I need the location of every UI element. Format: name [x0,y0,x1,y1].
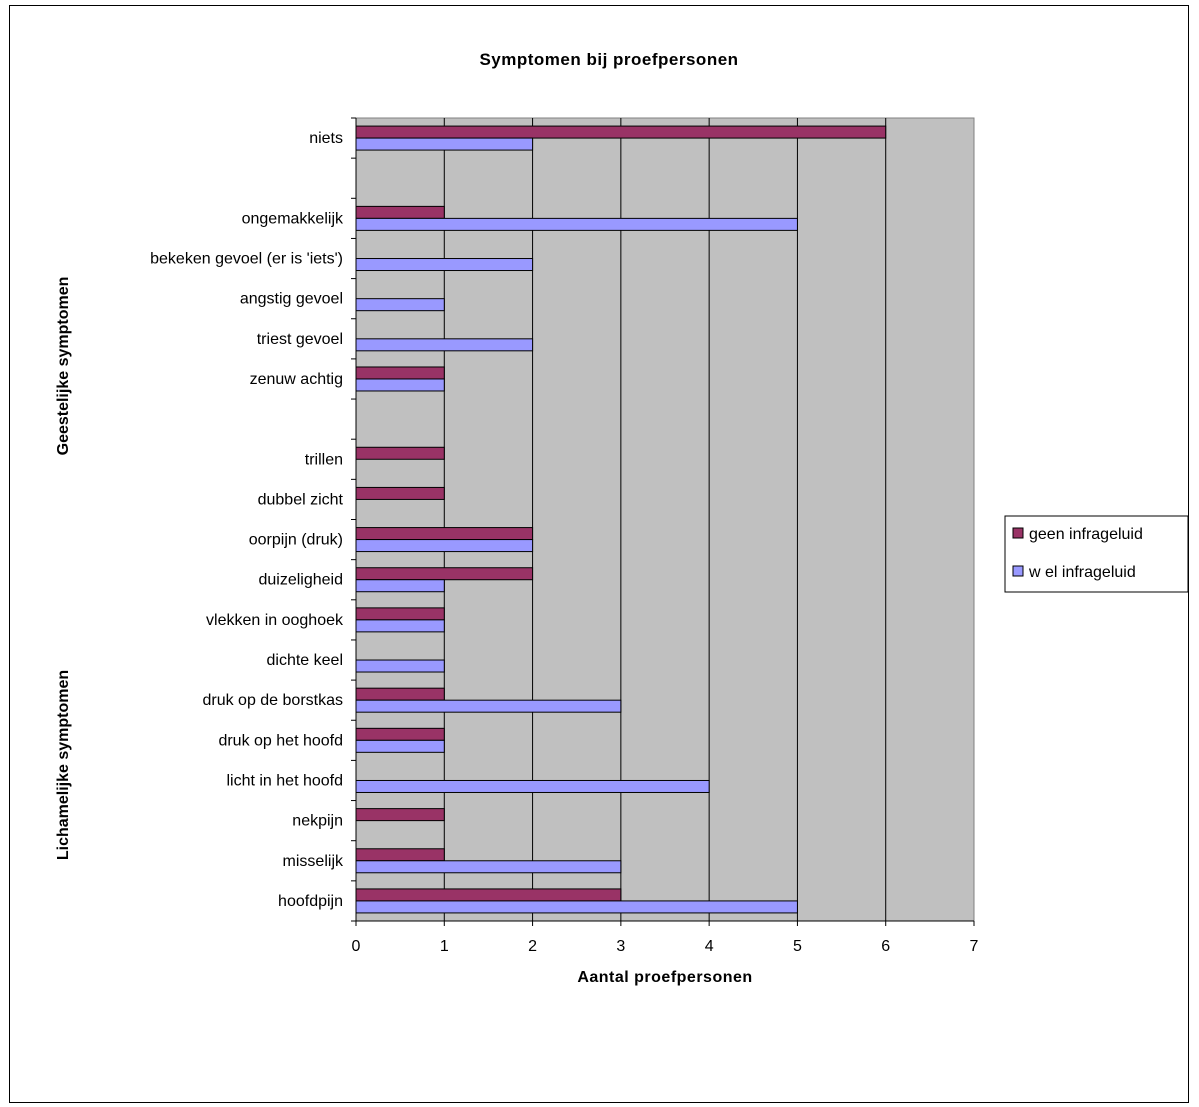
plot-area [355,117,975,922]
bar-wel-3 [355,258,534,272]
category-label: trillen [305,451,343,468]
bar-geen-0 [355,125,887,139]
x-tick-labels: 0 1 2 3 4 5 6 7 [352,938,979,955]
x-tick-label-3: 3 [616,938,625,955]
bar-wel-18 [355,860,622,874]
chart-frame: Symptomen bij proefpersonen niets ongemak… [9,5,1189,1103]
bar-wel-6 [355,378,445,392]
bar-wel-4 [355,298,445,312]
bar-geen-17 [355,808,445,822]
bar-geen-2 [355,205,445,219]
legend-label-geen: geen infrageluid [1029,526,1143,543]
bar-geen-18 [355,848,445,862]
bar-wel-0 [355,137,534,151]
category-label: zenuw achtig [250,371,343,388]
bar-geen-14 [355,687,445,701]
axes [351,117,975,926]
x-tick-label-6: 6 [881,938,890,955]
category-label: angstig gevoel [240,291,343,308]
x-axis-title: Aantal proefpersonen [577,969,752,986]
legend-box [1004,515,1189,593]
category-label: ongemakkelijk [242,210,344,227]
x-tick-label-7: 7 [970,938,979,955]
category-label: dubbel zicht [258,491,344,508]
bar-geen-6 [355,366,445,380]
category-label: triest gevoel [257,331,343,348]
legend-swatch-wel [1012,565,1024,577]
bar-wel-13 [355,659,445,673]
bar-wel-11 [355,579,445,593]
legend-label-wel: w el infrageluid [1028,564,1136,581]
category-label: hoofdpijn [278,893,343,910]
group-label-lichamelijke: Lichamelijke symptomen [55,670,72,860]
x-tick-label-5: 5 [793,938,802,955]
category-label: misselijk [283,853,344,870]
bar-wel-10 [355,539,534,553]
category-label: bekeken gevoel (er is 'iets') [150,251,343,268]
category-label: nekpijn [292,813,343,830]
bar-wel-15 [355,739,445,753]
x-tick-label-1: 1 [440,938,449,955]
legend: geen infrageluid w el infrageluid [1004,515,1189,593]
category-labels: niets ongemakkelijk bekeken gevoel (er is … [150,130,344,910]
legend-swatch-geen [1012,527,1024,539]
bar-wel-19 [355,900,798,914]
chart-title: Symptomen bij proefpersonen [479,50,738,69]
category-label: dichte keel [267,652,344,669]
bar-wel-12 [355,619,445,633]
category-label: oorpijn (druk) [249,532,343,549]
bar-chart: Symptomen bij proefpersonen niets ongemak… [55,50,1189,986]
bar-wel-2 [355,217,798,231]
bar-wel-5 [355,338,534,352]
bar-geen-15 [355,727,445,741]
category-label: licht in het hoofd [226,772,343,789]
category-label: druk op het hoofd [218,732,343,749]
x-tick-label-4: 4 [705,938,714,955]
category-label: druk op de borstkas [202,692,343,709]
bar-wel-16 [355,779,710,793]
x-tick-label-0: 0 [352,938,361,955]
category-label: vlekken in ooghoek [206,612,344,629]
category-label: niets [309,130,343,147]
group-label-geestelijke: Geestelijke symptomen [55,277,72,456]
x-tick-label-2: 2 [528,938,537,955]
bar-geen-8 [355,446,445,460]
bar-geen-12 [355,607,445,621]
bar-geen-10 [355,527,534,541]
bar-geen-19 [355,888,622,902]
bar-geen-11 [355,567,534,581]
bar-wel-14 [355,699,622,713]
category-label: duizeligheid [258,572,343,589]
bar-geen-9 [355,486,445,500]
